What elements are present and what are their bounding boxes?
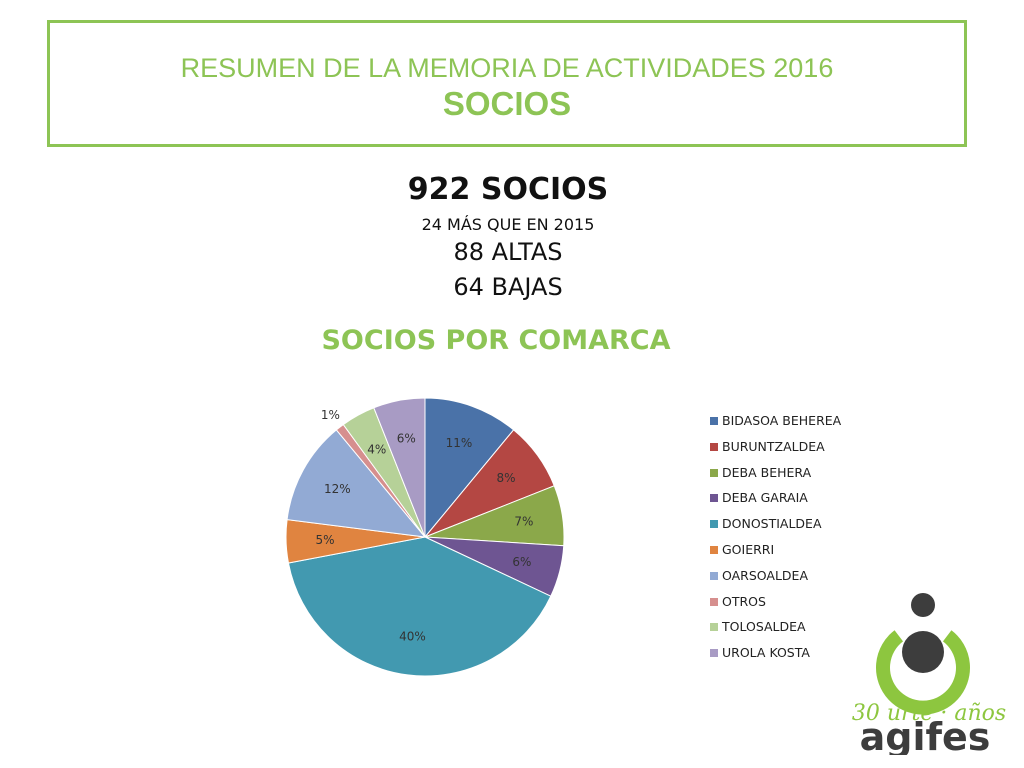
legend-label: GOIERRI	[722, 542, 775, 557]
pie-slice	[424, 397, 515, 539]
legend-swatch	[710, 623, 718, 632]
legend-item: DEBA GARAIA	[710, 490, 870, 508]
header-title: RESUMEN DE LA MEMORIA DE ACTIVIDADES 201…	[180, 53, 834, 83]
legend-label: UROLA KOSTA	[722, 645, 810, 661]
legend-swatch	[710, 494, 718, 503]
pie-data-label: 1%	[321, 408, 340, 422]
pie-data-label: 5%	[315, 533, 334, 547]
legend-swatch	[710, 520, 718, 529]
diff-text: 24 MÁS QUE EN 2015	[421, 215, 595, 234]
legend-label: DEBA BEHERA	[722, 464, 812, 480]
logo-script: 30 urte · años	[852, 701, 1006, 726]
legend-label: DEBA GARAIA	[722, 490, 808, 506]
legend-item: OARSOALDEA	[710, 568, 870, 586]
pie-data-label: 7%	[514, 514, 533, 528]
legend-item: GOIERRI	[710, 542, 870, 560]
header-box: RESUMEN DE LA MEMORIA DE ACTIVIDADES 201…	[47, 20, 967, 147]
pie-data-label: 6%	[397, 432, 416, 446]
pie-slice	[287, 536, 552, 677]
pie-data-label: 4%	[367, 442, 386, 456]
legend-item: BIDASOA BEHEREA	[710, 413, 870, 431]
legend-item: DONOSTIALDEA	[710, 516, 870, 534]
legend-swatch	[710, 649, 718, 658]
legend-label: BURUNTZALDEA	[722, 438, 825, 454]
legend-swatch	[710, 468, 718, 477]
bajas-text: 64 BAJAS	[453, 273, 563, 301]
legend-label: OARSOALDEA	[722, 567, 808, 583]
legend-label: TOLOSALDEA	[722, 619, 806, 635]
legend-swatch	[710, 571, 718, 580]
legend-item: UROLA KOSTA	[710, 645, 870, 663]
pie-data-label: 11%	[446, 436, 473, 450]
pie-data-label: 40%	[399, 629, 426, 643]
legend-swatch	[710, 442, 718, 451]
header-subtitle: SOCIOS	[442, 85, 572, 122]
legend-swatch	[710, 546, 718, 554]
legend-label: OTROS	[722, 593, 766, 609]
total-socios: 922 SOCIOS	[407, 172, 609, 207]
pie-data-label: 6%	[512, 555, 531, 569]
legend-label: BIDASOA BEHEREA	[722, 413, 842, 428]
agifes-logo: 30 urte · años agifes	[852, 593, 1006, 755]
chart-title: SOCIOS POR COMARCA	[321, 325, 671, 356]
legend-item: TOLOSALDEA	[710, 619, 870, 637]
legend-swatch	[710, 417, 718, 425]
logo-wordmark: agifes	[860, 715, 991, 755]
legend-item: OTROS	[710, 594, 870, 612]
legend-swatch	[710, 597, 718, 606]
legend-item: BURUNTZALDEA	[710, 439, 870, 457]
altas-text: 88 ALTAS	[453, 238, 563, 266]
pie-slice	[373, 397, 426, 538]
pie-data-label: 12%	[324, 482, 351, 496]
pie-data-label: 8%	[496, 471, 515, 485]
pie-slice	[286, 429, 427, 538]
legend-label: DONOSTIALDEA	[722, 516, 822, 532]
legend-item: DEBA BEHERA	[710, 465, 870, 483]
